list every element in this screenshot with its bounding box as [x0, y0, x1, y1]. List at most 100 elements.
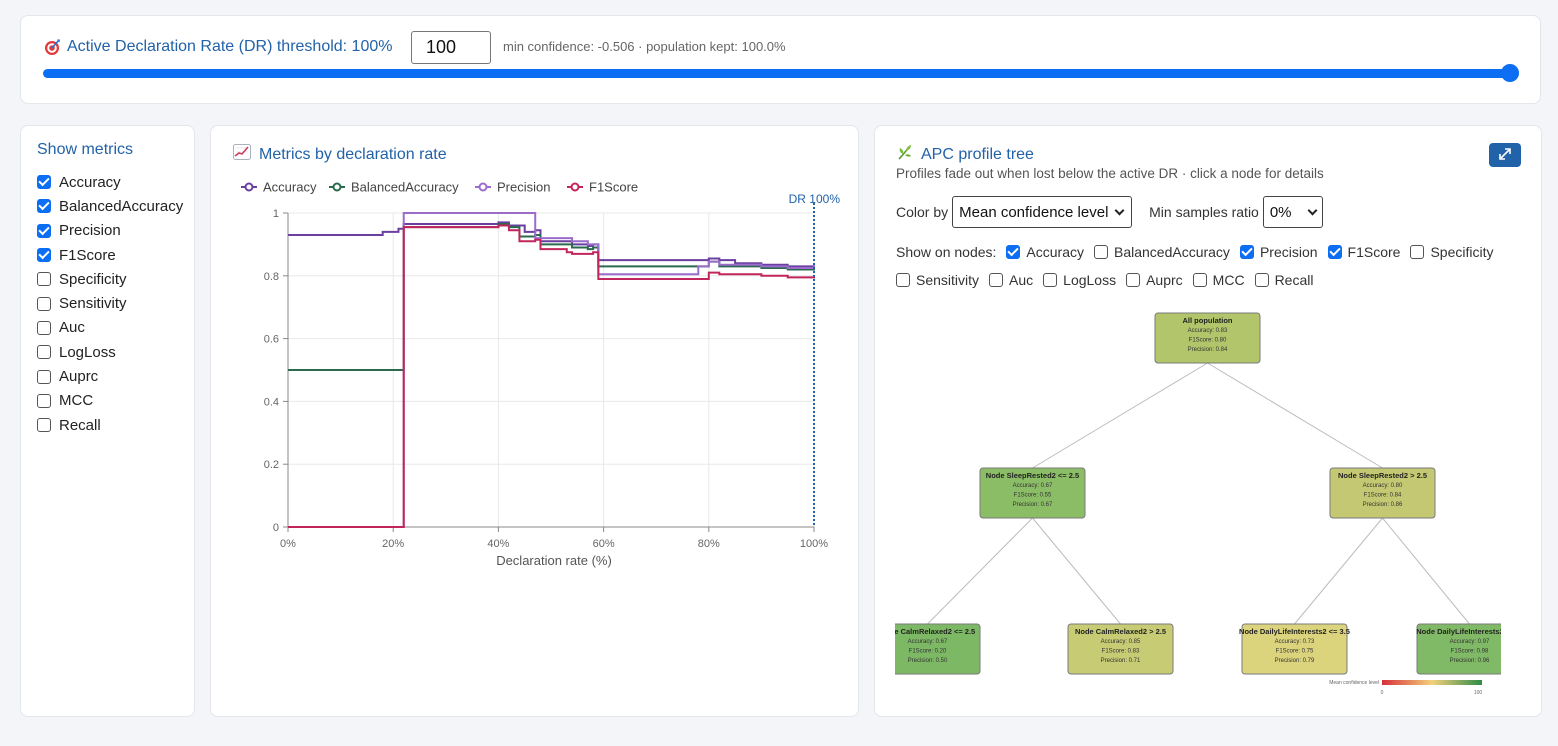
legend-item-balancedaccuracy[interactable]: BalancedAccuracy [329, 180, 459, 195]
checkbox[interactable] [37, 199, 51, 214]
metric-toggle-logloss[interactable]: LogLoss [37, 340, 183, 364]
node-metric-toggle-recall[interactable]: Recall [1254, 272, 1313, 288]
confidence-legend-max: 100 [1474, 690, 1483, 696]
chart-title: Metrics by declaration rate [233, 144, 447, 165]
tree-edge [927, 517, 1033, 625]
legend-item-f1score[interactable]: F1Score [567, 180, 638, 195]
tree-node-box [895, 623, 981, 675]
checkbox[interactable] [37, 369, 51, 384]
color-by-value: Mean confidence level [959, 203, 1109, 221]
checkbox[interactable] [1410, 245, 1425, 259]
expand-icon [1498, 147, 1512, 164]
threshold-slider-thumb[interactable] [1501, 64, 1519, 82]
checkbox[interactable] [1192, 273, 1207, 287]
legend-item-accuracy[interactable]: Accuracy [241, 180, 317, 195]
checkbox[interactable] [1126, 273, 1141, 287]
node-metric-toggle-specificity[interactable]: Specificity [1410, 244, 1493, 260]
threshold-title: Active Declaration Rate (DR) threshold: … [43, 38, 392, 56]
checkbox[interactable] [1093, 245, 1108, 259]
metric-toggle-accuracy[interactable]: Accuracy [37, 170, 183, 194]
metric-toggle-specificity[interactable]: Specificity [37, 267, 183, 291]
checkbox[interactable] [896, 273, 910, 287]
checkbox[interactable] [37, 418, 51, 433]
tree-node-title: Node SleepRested2 > 2.5 [1338, 471, 1427, 480]
checkbox[interactable] [1043, 273, 1058, 287]
tree-edge [1207, 362, 1383, 469]
tree-node-metric: Accuracy: 0.67 [908, 639, 948, 645]
checkbox[interactable] [37, 296, 51, 311]
metric-label: Recall [59, 416, 101, 434]
show-on-nodes-row-2: Sensitivity Auc LogLoss Auprc MCC Recall [896, 272, 1323, 288]
show-on-nodes-row: Show on nodes: Accuracy BalancedAccuracy P… [896, 244, 1503, 260]
tree-node[interactable]: Node CalmRelaxed2 > 2.5 Accuracy: 0.85 F1S… [1067, 623, 1174, 675]
metric-toggle-f1score[interactable]: F1Score [37, 243, 183, 267]
threshold-card: Active Declaration Rate (DR) threshold: … [20, 15, 1541, 104]
tree-node[interactable]: All population Accuracy: 0.83 F1Score: 0.8… [1154, 312, 1261, 364]
metric-toggle-mcc[interactable]: MCC [37, 389, 183, 413]
node-metric-toggle-sensitivity[interactable]: Sensitivity [896, 272, 979, 288]
checkbox[interactable] [989, 273, 1004, 287]
metric-label: MCC [59, 392, 94, 410]
tree-title-text: APC profile tree [921, 145, 1034, 163]
tree-node[interactable]: Node DailyLifeInterests2 > 3.5 Accuracy: … [1416, 623, 1521, 675]
tree-node[interactable]: Node CalmRelaxed2 <= 2.5 Accuracy: 0.67 F1… [895, 623, 981, 675]
metrics-title: Show metrics [37, 141, 134, 158]
node-metric-toggle-f1score[interactable]: F1Score [1327, 244, 1400, 260]
tree-node-title: All population [1183, 316, 1233, 325]
checkbox[interactable] [37, 248, 51, 263]
tree-node-metric: F1Score: 0.75 [1276, 649, 1314, 655]
node-metric-toggle-auc[interactable]: Auc [989, 272, 1033, 288]
checkbox[interactable] [1239, 245, 1254, 259]
tree-edge [1032, 362, 1208, 469]
tree-node-metric: Precision: 0.50 [908, 658, 948, 664]
node-metric-toggle-logloss[interactable]: LogLoss [1043, 272, 1116, 288]
tree-node-metric: Precision: 0.71 [1101, 658, 1141, 664]
tree-title: APC profile tree [897, 144, 1034, 165]
color-by-select[interactable]: Mean confidence level [952, 196, 1133, 228]
confidence-legend-bar [1382, 680, 1482, 685]
node-metric-toggle-auprc[interactable]: Auprc [1126, 272, 1183, 288]
checkbox[interactable] [37, 345, 51, 360]
metric-toggle-balancedaccuracy[interactable]: BalancedAccuracy [37, 194, 183, 218]
checkbox[interactable] [1327, 245, 1342, 259]
metric-toggle-auprc[interactable]: Auprc [37, 364, 183, 388]
checkbox[interactable] [37, 175, 51, 190]
metric-toggle-precision[interactable]: Precision [37, 219, 183, 243]
threshold-input[interactable] [411, 31, 491, 64]
legend-item-precision[interactable]: Precision [475, 180, 550, 195]
tree-node[interactable]: Node SleepRested2 > 2.5 Accuracy: 0.80 F1S… [1329, 467, 1436, 519]
min-samples-select[interactable]: 0% [1262, 196, 1323, 228]
legend-marker [332, 182, 342, 192]
metric-toggle-auc[interactable]: Auc [37, 316, 183, 340]
chevron-down-icon [1114, 205, 1125, 215]
tree-subtitle: Profiles fade out when lost below the ac… [896, 166, 1324, 181]
tree-edge [1032, 517, 1121, 625]
node-metric-toggle-balancedaccuracy[interactable]: BalancedAccuracy [1093, 244, 1230, 260]
confidence-legend-label: Mean confidence level [1329, 680, 1379, 686]
tree-node-box [1154, 312, 1261, 364]
checkbox[interactable] [37, 272, 51, 287]
node-metric-toggle-precision[interactable]: Precision [1239, 244, 1318, 260]
checkbox[interactable] [1006, 245, 1021, 259]
expand-button[interactable] [1489, 143, 1521, 167]
checkbox[interactable] [37, 223, 51, 238]
tree-node-metric: F1Score: 0.98 [1451, 649, 1489, 655]
checkbox[interactable] [1254, 273, 1269, 287]
target-icon [43, 38, 61, 56]
x-tick-label: 40% [487, 538, 509, 550]
min-samples-value: 0% [1269, 203, 1292, 221]
node-metric-toggle-mcc[interactable]: MCC [1192, 272, 1245, 288]
checkbox[interactable] [37, 320, 51, 335]
color-by-label: Color by [896, 204, 949, 220]
tree-node-metric: Accuracy: 0.67 [1013, 483, 1053, 489]
tree-node[interactable]: Node SleepRested2 <= 2.5 Accuracy: 0.67 F1… [979, 467, 1086, 519]
threshold-slider-track[interactable] [43, 69, 1519, 78]
metric-toggle-sensitivity[interactable]: Sensitivity [37, 291, 183, 315]
checkbox[interactable] [37, 393, 51, 408]
threshold-title-text: Active Declaration Rate (DR) threshold: … [67, 38, 393, 55]
chart-card: Metrics by declaration rate 0 0.2 0.4 0.6 0.… [210, 125, 859, 717]
node-metric-toggle-accuracy[interactable]: Accuracy [1006, 244, 1084, 260]
metric-toggle-recall[interactable]: Recall [37, 413, 183, 437]
x-tick-label: 60% [593, 538, 615, 550]
tree-node[interactable]: Node DailyLifeInterests2 <= 3.5 Accuracy:… [1239, 623, 1350, 675]
